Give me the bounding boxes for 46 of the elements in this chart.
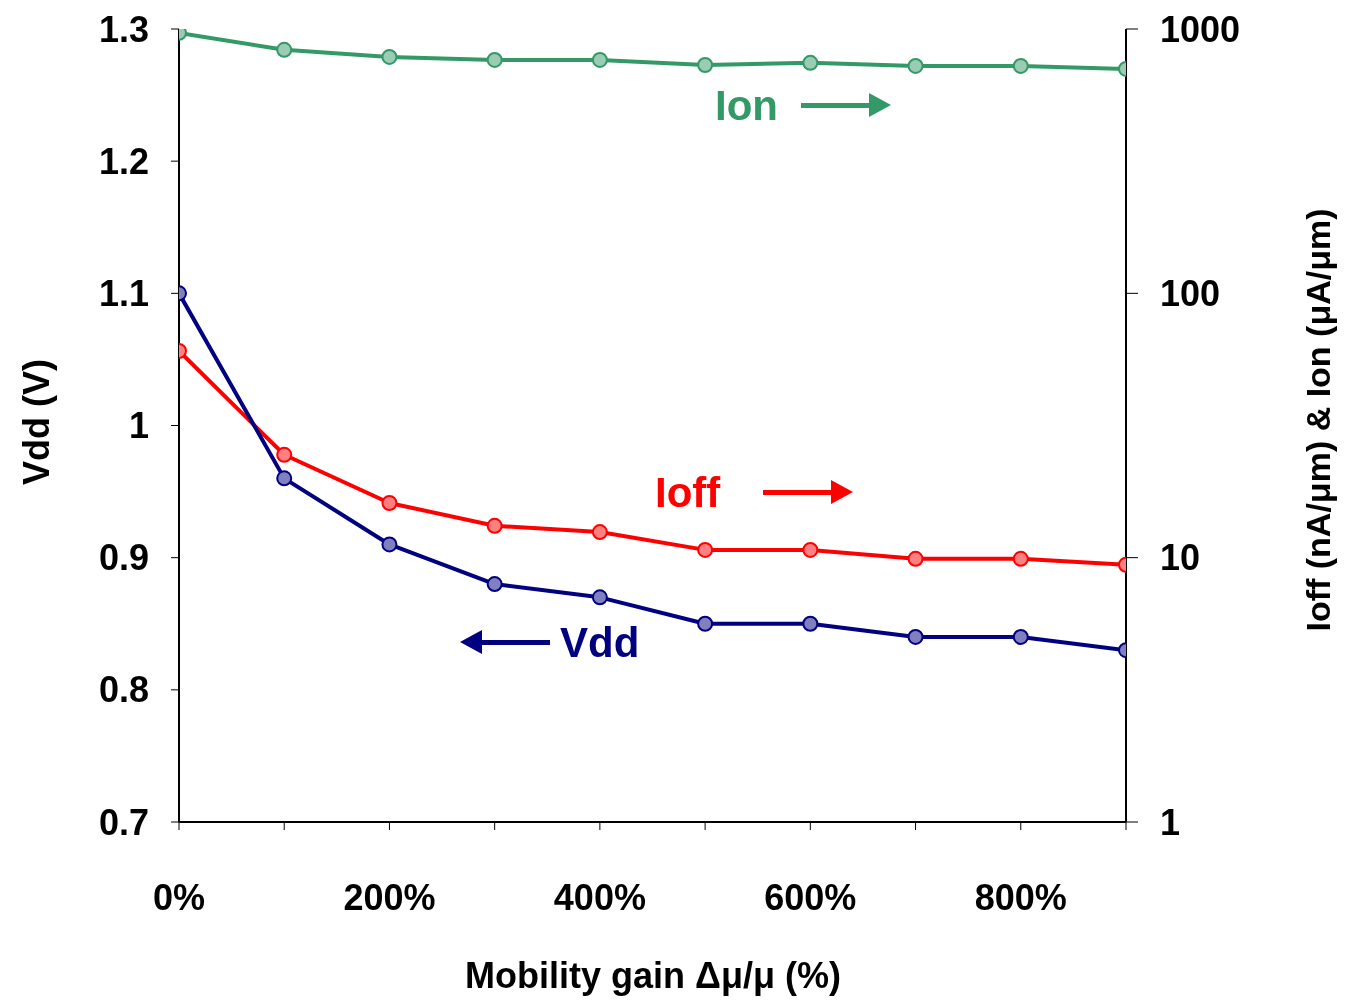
y2-tick-label: 10 [1160, 537, 1201, 579]
point [1012, 57, 1029, 74]
point [697, 615, 714, 632]
point [697, 541, 714, 558]
y2-tick-label: 1000 [1160, 8, 1241, 50]
point [591, 51, 608, 68]
x-tick-label: 400% [553, 876, 646, 918]
point [486, 51, 503, 68]
point [276, 446, 293, 463]
legend-label: Ion [715, 81, 778, 129]
y2-axis-title: Ioff (nA/μm) & Ion (μA/μm) [1299, 208, 1337, 632]
point [381, 495, 398, 511]
point [486, 576, 503, 593]
point [907, 550, 924, 567]
y-tick-label: 0.7 [98, 801, 149, 843]
y2-tick-label: 100 [1160, 272, 1221, 314]
y-tick-label: 0.8 [98, 669, 149, 711]
point [1012, 550, 1029, 567]
point [591, 524, 608, 541]
y2-tick-label: 1 [1160, 801, 1181, 843]
y-tick-label: 0.9 [98, 537, 149, 579]
point [486, 517, 503, 534]
x-tick-label: 800% [974, 876, 1067, 918]
point [907, 628, 924, 645]
point [276, 470, 293, 487]
point [802, 54, 819, 71]
point [276, 41, 293, 58]
point [802, 615, 819, 632]
point [802, 541, 819, 558]
legend-label: Ioff [655, 468, 722, 516]
series-label: Vdd [560, 618, 640, 666]
x-tick-label: 200% [343, 876, 436, 918]
point [381, 48, 398, 65]
point [1012, 628, 1029, 645]
y-tick-label: 1 [128, 405, 149, 446]
y-tick-label: 1.2 [98, 140, 149, 182]
point [697, 56, 714, 73]
point [381, 536, 398, 553]
x-tick-label: 0% [152, 876, 206, 918]
x-axis-title: Mobility gain Δμ/μ (%) [465, 954, 841, 996]
y-tick-label: 1.1 [98, 272, 149, 314]
point [907, 57, 924, 74]
y-tick-label: 1.3 [98, 8, 149, 50]
point [591, 589, 608, 606]
x-tick-label: 600% [764, 876, 857, 918]
y-axis-title: Vdd (V) [15, 359, 57, 485]
